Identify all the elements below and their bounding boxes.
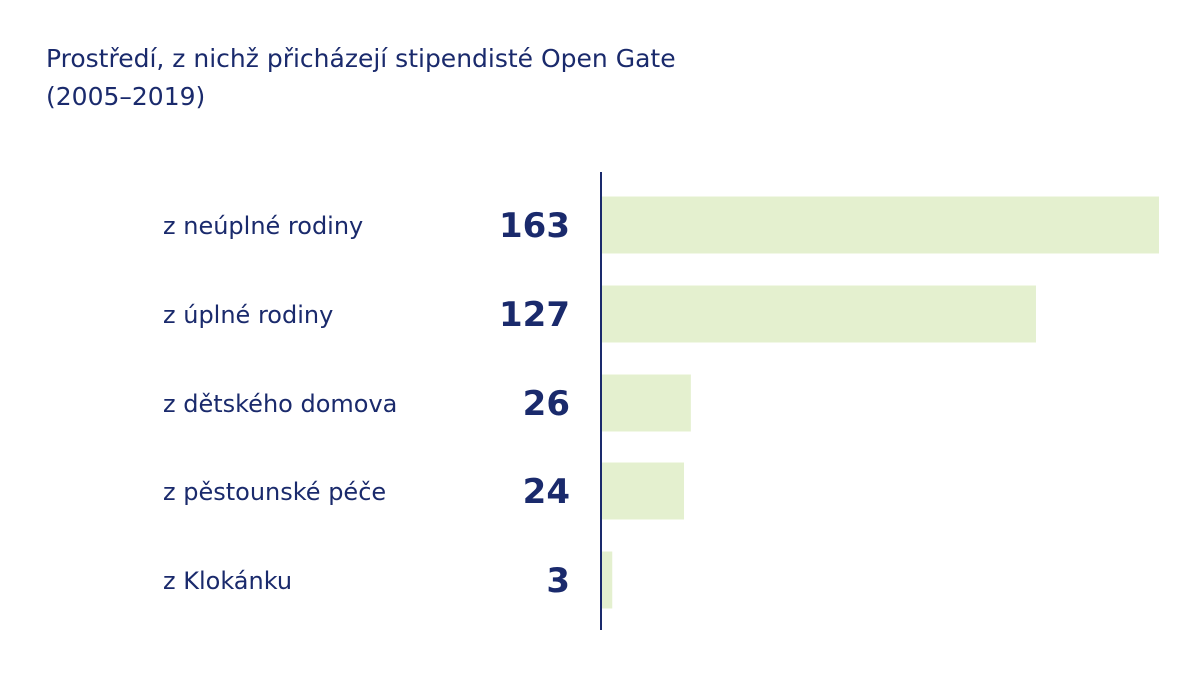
category-label: z dětského domova [163,390,397,418]
bar [602,285,1036,343]
value-label: 163 [499,206,570,246]
value-label: 3 [546,561,570,601]
bar [602,462,685,520]
chart-title: Prostředí, z nichž přicházejí stipendist… [46,44,676,111]
value-label: 127 [499,295,570,335]
bar [602,196,1159,254]
value-label: 26 [523,384,570,424]
category-label: z pěstounské péče [163,478,386,506]
value-label: 24 [523,472,570,512]
category-label: z neúplné rodiny [163,212,363,240]
bar [602,551,613,609]
category-label: z úplné rodiny [163,301,333,329]
bar [602,374,691,432]
category-label: z Klokánku [163,567,292,595]
